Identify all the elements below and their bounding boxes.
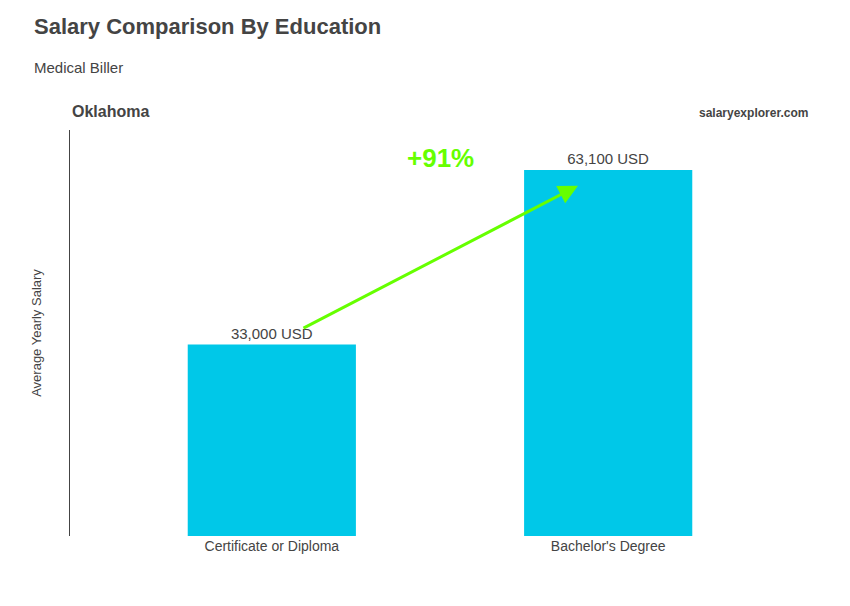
svg-text:33,000 USD: 33,000 USD — [231, 325, 313, 342]
svg-text:63,100 USD: 63,100 USD — [567, 150, 649, 167]
svg-text:Oklahoma: Oklahoma — [72, 103, 149, 120]
svg-text:Bachelor's Degree: Bachelor's Degree — [551, 538, 666, 554]
svg-text:Certificate or Diploma: Certificate or Diploma — [205, 538, 340, 554]
svg-text:Medical Biller: Medical Biller — [34, 59, 123, 76]
svg-text:Average Yearly Salary: Average Yearly Salary — [29, 269, 44, 397]
svg-text:+91%: +91% — [407, 143, 474, 173]
svg-text:salaryexplorer.com: salaryexplorer.com — [699, 106, 808, 120]
svg-text:Salary Comparison By Education: Salary Comparison By Education — [34, 14, 381, 39]
